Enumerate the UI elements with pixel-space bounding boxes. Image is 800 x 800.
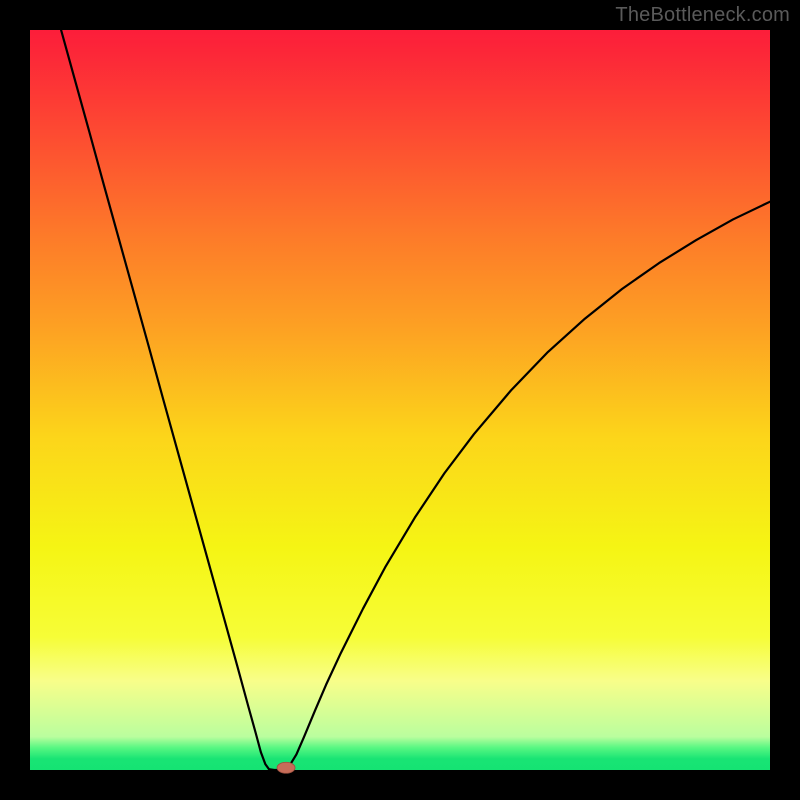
chart-container [0,0,800,800]
marker-dot [277,762,295,773]
gradient-background [30,30,770,770]
watermark: TheBottleneck.com [615,4,790,27]
bottleneck-chart [0,0,800,800]
